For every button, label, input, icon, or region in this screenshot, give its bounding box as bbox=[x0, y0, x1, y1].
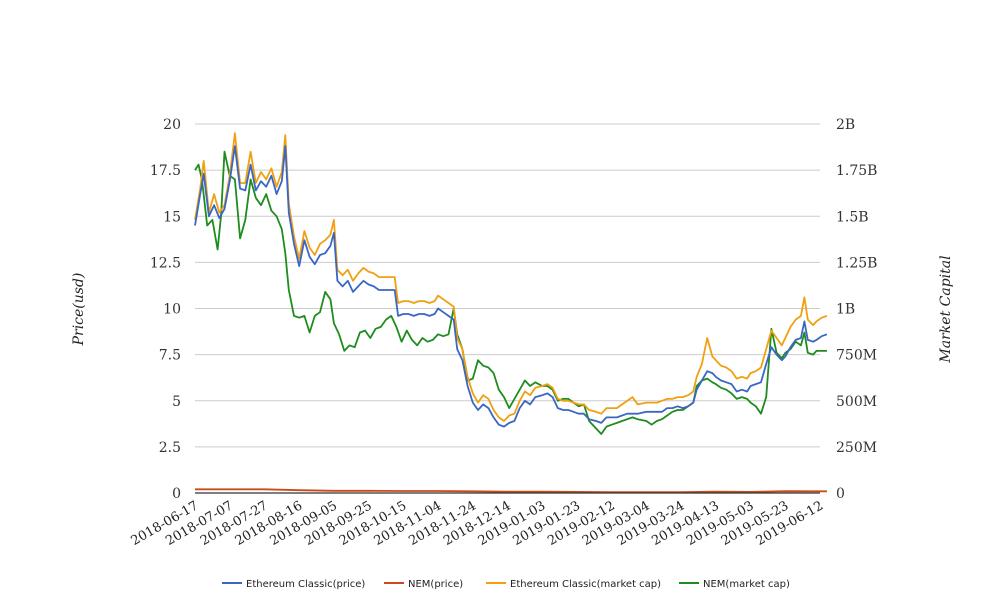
legend-label: NEM(market cap) bbox=[703, 579, 790, 590]
legend-label: Ethereum Classic(price) bbox=[246, 579, 365, 590]
left-y-tick-label: 5 bbox=[172, 394, 181, 410]
right-y-tick-label: 1B bbox=[836, 302, 855, 318]
left-y-tick-label: 20 bbox=[163, 117, 181, 133]
right-y-tick-label: 750M bbox=[836, 348, 877, 364]
right-y-tick-label: 0 bbox=[836, 486, 845, 502]
left-y-axis-ticks: 0 2.5 5 7.5 10 12.5 15 17.5 20 bbox=[150, 117, 181, 502]
left-y-tick-label: 7.5 bbox=[159, 348, 181, 364]
legend: Ethereum Classic(price) NEM(price) Ethereu… bbox=[222, 579, 790, 590]
legend-label: NEM(price) bbox=[408, 579, 463, 590]
series-line-0 bbox=[194, 145, 828, 428]
left-y-tick-label: 15 bbox=[163, 209, 181, 225]
x-axis-ticks: 2018-06-172018-07-072018-07-272018-08-16… bbox=[129, 498, 826, 548]
right-y-tick-label: 1.25B bbox=[836, 255, 877, 271]
right-y-tick-label: 2B bbox=[836, 117, 855, 133]
right-y-axis-title: Market Capital bbox=[938, 255, 954, 363]
series-line-2 bbox=[194, 132, 828, 422]
series-line-3 bbox=[194, 150, 827, 435]
legend-label: Ethereum Classic(market cap) bbox=[510, 579, 661, 590]
left-y-axis-title: Price(usd) bbox=[71, 273, 87, 347]
right-y-tick-label: 1.75B bbox=[836, 163, 877, 179]
right-y-axis-ticks: 0 250M 500M 750M 1B 1.25B 1.5B 1.75B 2B bbox=[836, 117, 877, 502]
left-y-tick-label: 12.5 bbox=[150, 255, 181, 271]
left-y-tick-label: 10 bbox=[163, 302, 181, 318]
left-y-tick-label: 0 bbox=[172, 486, 181, 502]
series-lines bbox=[194, 132, 828, 494]
right-y-tick-label: 1.5B bbox=[836, 209, 869, 225]
left-y-tick-label: 2.5 bbox=[159, 440, 181, 456]
series-line-1 bbox=[195, 488, 827, 494]
left-y-tick-label: 17.5 bbox=[150, 163, 181, 179]
right-y-tick-label: 500M bbox=[836, 394, 877, 410]
right-y-tick-label: 250M bbox=[836, 440, 877, 456]
